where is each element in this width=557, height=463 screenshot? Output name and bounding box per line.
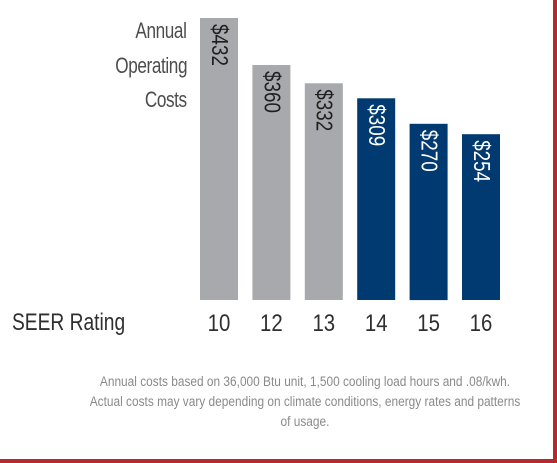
bar-seer-16 [462, 134, 500, 300]
chart-title-line-1: Annual [135, 18, 187, 43]
x-tick-label-16: 16 [470, 309, 493, 336]
bar-seer-13 [304, 83, 343, 300]
footnote: Annual costs based on 36,000 Btu unit, 1… [89, 374, 521, 429]
bar-seer-10 [200, 18, 238, 300]
value-label-seer-14: $309 [364, 104, 389, 146]
value-label-seer-13: $332 [311, 89, 336, 131]
value-label-seer-12: $360 [259, 71, 284, 113]
bar-seer-15 [409, 123, 448, 301]
x-axis-label: SEER Rating [12, 309, 126, 336]
chart-title-line-3: Costs [145, 87, 187, 112]
bar-seer-12 [252, 65, 291, 300]
x-tick-label-13: 13 [312, 309, 335, 336]
value-label-seer-15: $270 [416, 130, 441, 172]
x-tick-label-10: 10 [208, 309, 231, 336]
value-label-seer-16: $254 [468, 140, 493, 182]
x-tick-label-12: 12 [260, 309, 283, 336]
x-tick-label-15: 15 [417, 309, 440, 336]
chart-title-line-2: Operating [115, 53, 187, 78]
bar-seer-14 [357, 98, 396, 300]
x-tick-label-14: 14 [365, 309, 388, 336]
value-label-seer-10: $432 [206, 24, 231, 66]
